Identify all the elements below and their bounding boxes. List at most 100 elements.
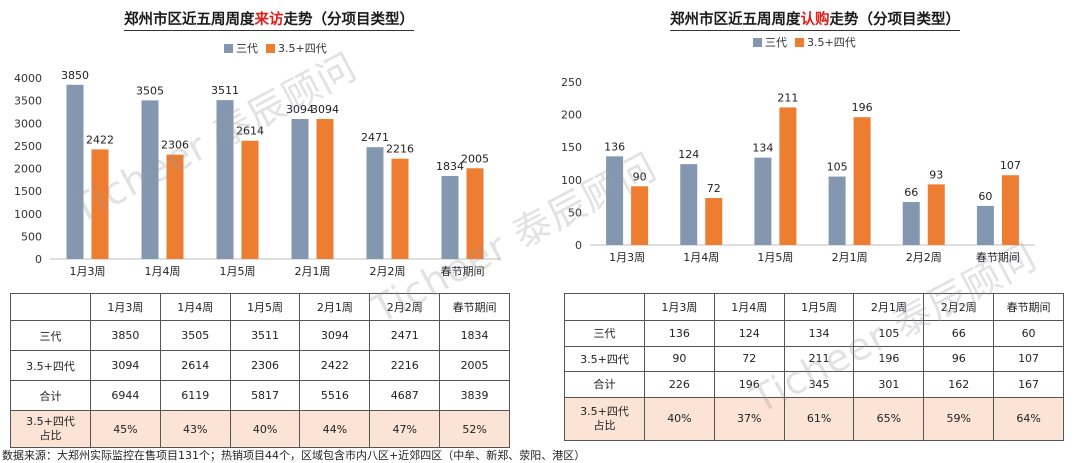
subscription-panel: 郑州市区近五周周度认购走势（分项目类型） 三代 3.5+四代 0 50 100 150… — [550, 0, 1080, 445]
table-cell: 66 — [923, 320, 995, 347]
bar-data-label: 66 — [904, 186, 918, 199]
table-header-row: 1月3周 1月4周 1月5周 2月1周 2月2周 春节期间 — [10, 293, 510, 321]
table-cell: 96 — [923, 345, 995, 372]
bar-data-label: 134 — [752, 142, 773, 155]
table-cell: 2005 — [439, 350, 510, 381]
bar-series1 — [216, 100, 234, 259]
bar-data-label: 3094 — [311, 103, 339, 116]
bar-series1 — [680, 164, 698, 245]
table-cell: 60 — [993, 320, 1064, 347]
bar-series1 — [902, 201, 920, 245]
table-cell: 2216 — [369, 350, 441, 381]
share-cell: 64% — [993, 396, 1064, 441]
table-header-cell: 春节期间 — [439, 293, 510, 321]
bar-data-label: 1834 — [436, 160, 464, 173]
x-tick-label: 春节期间 — [976, 251, 1020, 264]
table-header-cell: 1月3周 — [90, 293, 161, 321]
table-cell: 5516 — [299, 380, 371, 411]
table-cell: 72 — [713, 345, 785, 372]
table-row: 三代 136 124 134 105 66 60 — [564, 320, 1064, 347]
y-tick-label: 0 — [575, 239, 582, 252]
table-row: 合计 6944 6119 5817 5516 4687 3839 — [10, 380, 510, 411]
x-tick-label: 1月3周 — [70, 265, 106, 278]
share-cell: 52% — [439, 410, 510, 448]
y-tick-label: 2000 — [14, 163, 42, 176]
table-row-header: 三代 — [564, 320, 645, 347]
visit-chart-legend: 三代 3.5+四代 — [224, 40, 335, 56]
bar-series1 — [606, 156, 624, 245]
table-cell: 6119 — [159, 380, 231, 411]
table-cell: 90 — [644, 345, 715, 372]
x-tick-label: 2月2周 — [370, 265, 406, 278]
table-cell: 3505 — [159, 320, 231, 351]
bar-data-label: 3850 — [61, 69, 89, 82]
share-cell: 40% — [229, 410, 301, 448]
x-tick-label: 1月5周 — [220, 265, 256, 278]
bar-series1 — [828, 176, 846, 245]
table-row-header: 合计 — [564, 371, 645, 398]
y-tick-label: 200 — [561, 109, 582, 122]
bar-series2 — [853, 117, 871, 245]
share-cell: 37% — [713, 396, 785, 441]
bar-data-label: 136 — [604, 140, 625, 153]
bar-data-label: 3511 — [211, 84, 239, 97]
share-label-line: 占比 — [593, 418, 616, 432]
table-cell: 3094 — [299, 320, 371, 351]
table-header-row: 1月3周 1月4周 1月5周 2月1周 2月2周 春节期间 — [564, 293, 1064, 321]
table-header-cell: 1月5周 — [229, 293, 301, 321]
table-cell: 2422 — [299, 350, 371, 381]
bar-series2 — [391, 158, 409, 259]
share-row-header: 3.5+四代 占比 — [564, 396, 645, 441]
table-corner-cell — [564, 293, 645, 321]
table-cell: 196 — [853, 345, 925, 372]
legend-swatch-series2 — [795, 37, 804, 47]
table-row-header: 3.5+四代 — [10, 350, 91, 381]
table-header-cell: 1月5周 — [783, 293, 855, 321]
bar-series2 — [705, 198, 723, 245]
table-cell: 196 — [713, 371, 785, 398]
table-cell: 167 — [993, 371, 1064, 398]
table-cell: 105 — [853, 320, 925, 347]
x-tick-label: 2月1周 — [832, 251, 868, 264]
share-cell: 43% — [159, 410, 231, 448]
bar-data-label: 3094 — [286, 103, 314, 116]
share-cell: 59% — [923, 396, 995, 441]
bar-series1 — [141, 100, 159, 260]
legend-swatch-series1 — [224, 43, 233, 53]
share-cell: 61% — [783, 396, 855, 441]
bar-series2 — [316, 118, 334, 260]
share-cell: 47% — [369, 410, 441, 448]
table-header-cell: 1月4周 — [713, 293, 785, 321]
share-cell: 45% — [90, 410, 161, 448]
subscription-data-table: 1月3周 1月4周 1月5周 2月1周 2月2周 春节期间 三代 136 124 134 105 66… — [564, 293, 1064, 441]
table-header-cell: 春节期间 — [993, 293, 1064, 321]
y-tick-label: 500 — [21, 230, 42, 243]
bar-series2 — [631, 186, 649, 245]
data-source-note: 数据来源：大郑州实际监控在售项目131个；热销项目44个，区域包含市内八区+近郊… — [2, 449, 586, 462]
bar-data-label: 105 — [827, 161, 848, 174]
legend-swatch-series2 — [266, 43, 275, 53]
bar-data-label: 60 — [978, 190, 992, 203]
bar-series2 — [166, 154, 184, 259]
bar-series2 — [927, 184, 945, 245]
y-tick-label: 150 — [561, 141, 582, 154]
share-cell: 44% — [299, 410, 371, 448]
table-cell: 3850 — [90, 320, 161, 351]
share-cell: 65% — [853, 396, 925, 441]
bar-data-label: 93 — [929, 168, 943, 181]
bar-data-label: 2422 — [86, 133, 114, 146]
table-header-cell: 2月2周 — [369, 293, 441, 321]
bar-data-label: 196 — [852, 101, 873, 114]
x-tick-label: 2月1周 — [295, 265, 331, 278]
visit-chart-title: 郑州市区近五周周度来访走势（分项目类型） — [124, 8, 414, 31]
table-cell: 136 — [644, 320, 715, 347]
bar-series2 — [779, 107, 797, 245]
x-tick-label: 1月3周 — [609, 251, 645, 264]
table-cell: 134 — [783, 320, 855, 347]
table-header-cell: 2月1周 — [299, 293, 371, 321]
visit-panel: 郑州市区近五周周度来访走势（分项目类型） 三代 3.5+四代 0 500 1000 1… — [0, 0, 540, 448]
table-cell: 3839 — [439, 380, 510, 411]
share-label-line: 占比 — [39, 429, 62, 442]
bar-series1 — [66, 84, 84, 259]
subscription-chart-legend: 三代 3.5+四代 — [753, 34, 864, 50]
